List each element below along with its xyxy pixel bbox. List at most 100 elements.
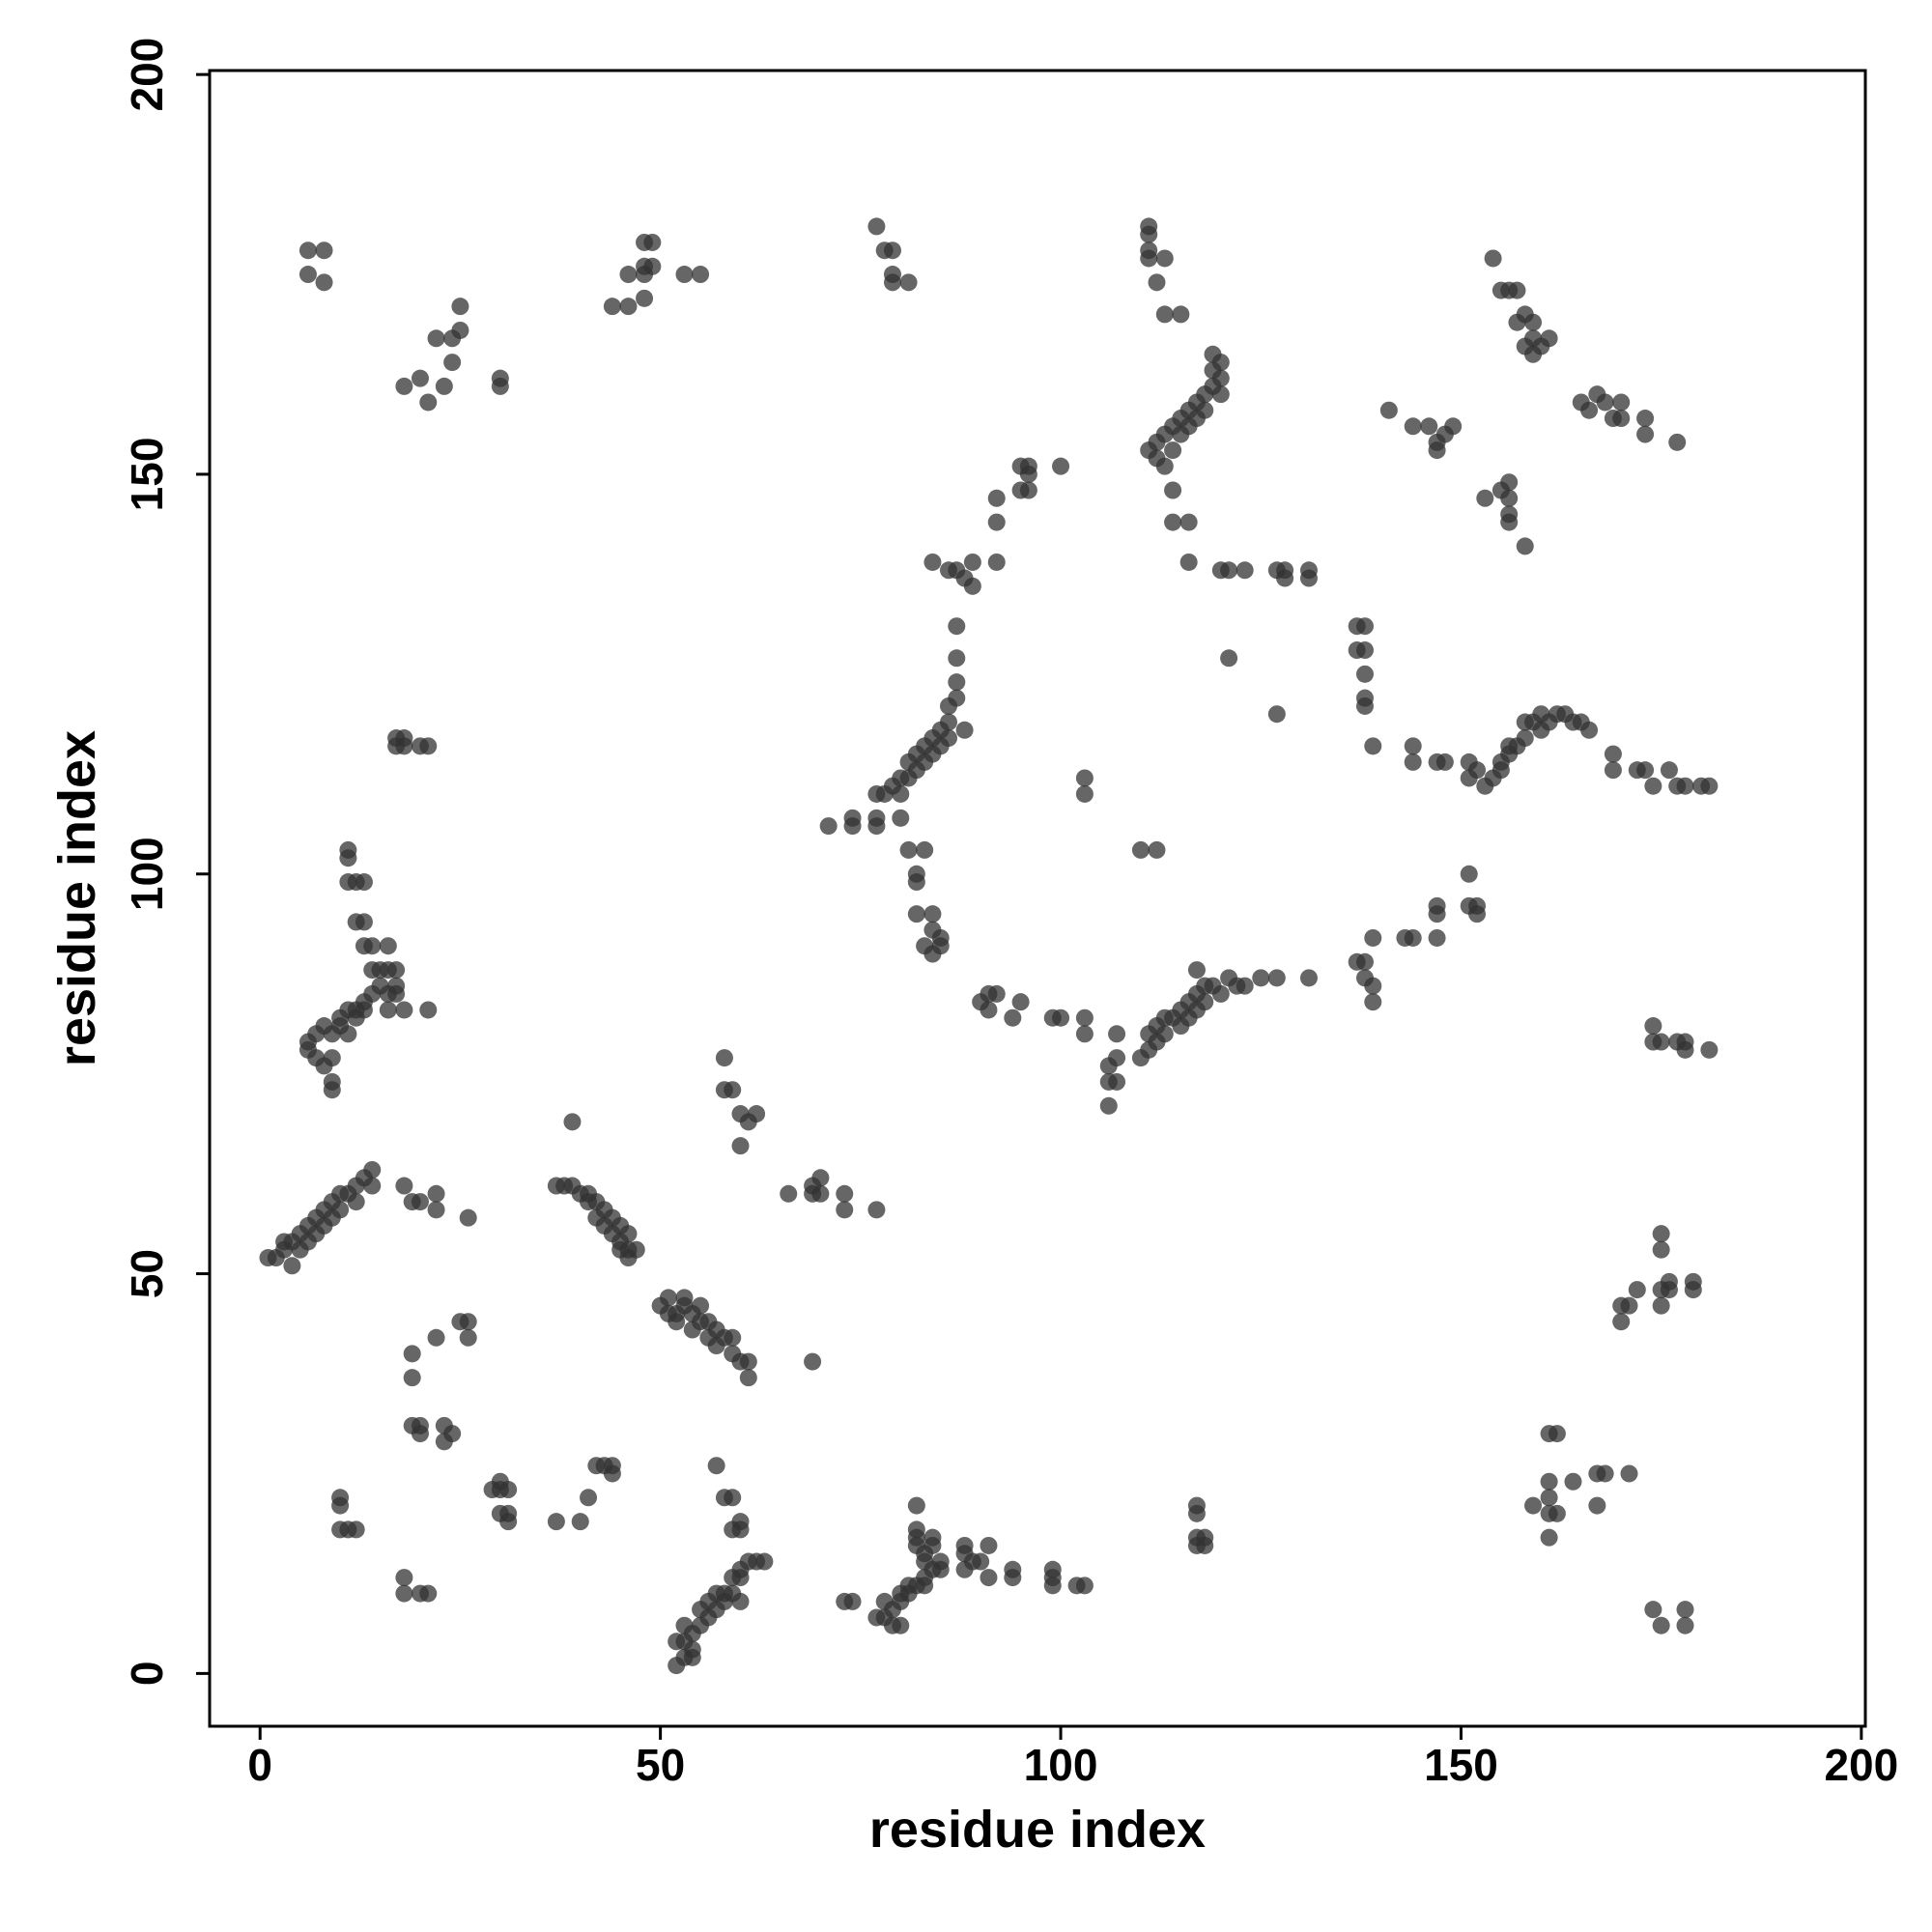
point [1108, 1049, 1126, 1067]
x-axis-label: residue index [869, 1801, 1206, 1859]
point [1524, 1496, 1543, 1515]
point [411, 1425, 429, 1443]
point [1580, 721, 1599, 739]
point [980, 1536, 998, 1554]
point [1276, 569, 1294, 587]
point [1652, 1225, 1670, 1243]
point [1612, 410, 1631, 428]
point [323, 1081, 341, 1099]
y-tick-label: 50 [122, 1249, 172, 1298]
point [355, 913, 373, 931]
point [1676, 1601, 1694, 1619]
point [1075, 769, 1094, 787]
point [804, 1352, 822, 1371]
point [1211, 385, 1230, 404]
point [1500, 489, 1519, 507]
point [675, 1289, 694, 1307]
point [1187, 1504, 1206, 1522]
point [339, 849, 357, 867]
point [1364, 977, 1382, 995]
point [907, 905, 925, 923]
point [883, 273, 901, 292]
point [948, 617, 966, 636]
point [419, 1001, 438, 1019]
point [1604, 761, 1622, 780]
x-tick-label: 0 [247, 1740, 272, 1790]
point [1620, 1464, 1638, 1483]
point [387, 984, 406, 1003]
point [1364, 737, 1382, 755]
point [739, 1352, 757, 1371]
point [1564, 1472, 1582, 1491]
point [339, 1025, 357, 1043]
point [1220, 649, 1238, 668]
point [715, 1049, 733, 1067]
point [731, 1520, 750, 1539]
point [739, 1369, 757, 1387]
point [1043, 1560, 1062, 1578]
point [923, 553, 942, 571]
point [1660, 1281, 1678, 1299]
point [811, 1184, 830, 1203]
point [1588, 1496, 1606, 1515]
point [619, 298, 638, 316]
point [427, 1184, 445, 1203]
point [683, 1640, 701, 1659]
point [1676, 1616, 1694, 1634]
point [1516, 537, 1534, 555]
point [707, 1457, 725, 1475]
point [659, 1289, 677, 1307]
point [411, 369, 429, 387]
point [419, 1584, 438, 1603]
point [948, 649, 966, 668]
point [1196, 1536, 1214, 1554]
point [643, 257, 662, 275]
point [1075, 1025, 1094, 1043]
point [619, 1249, 638, 1267]
point [1004, 1009, 1022, 1027]
point [692, 266, 710, 284]
point [843, 1592, 862, 1610]
point [892, 809, 910, 827]
point [948, 673, 966, 692]
point [1155, 1025, 1174, 1043]
plot-frame [208, 69, 1867, 1728]
point [867, 817, 886, 836]
point [980, 1569, 998, 1587]
point [907, 873, 925, 892]
point [668, 1633, 686, 1651]
point [1355, 696, 1374, 715]
x-tick-label: 100 [1024, 1740, 1098, 1790]
point [1267, 969, 1286, 987]
point [1355, 617, 1374, 636]
point [980, 1001, 998, 1019]
point [363, 1160, 382, 1179]
point [563, 1113, 582, 1131]
point [1404, 417, 1422, 436]
point [907, 1496, 925, 1515]
point [899, 273, 918, 292]
point [323, 1049, 341, 1067]
point [892, 1616, 910, 1634]
point [836, 1184, 854, 1203]
point [1075, 784, 1094, 803]
point [1236, 561, 1254, 580]
point [1267, 705, 1286, 724]
point [1540, 1528, 1558, 1547]
point [1540, 1489, 1558, 1507]
point [1220, 561, 1238, 580]
x-tick-label: 150 [1424, 1740, 1498, 1790]
point [899, 1577, 918, 1595]
point [411, 1193, 429, 1211]
point [1075, 1009, 1094, 1027]
point [1604, 745, 1622, 763]
point [1468, 761, 1487, 780]
point [395, 1001, 413, 1019]
point [379, 937, 397, 955]
point [347, 1520, 365, 1539]
point [1435, 753, 1454, 771]
point [1428, 928, 1446, 947]
point [1660, 761, 1678, 780]
point [1684, 1281, 1702, 1299]
x-tick-label: 50 [636, 1740, 685, 1790]
